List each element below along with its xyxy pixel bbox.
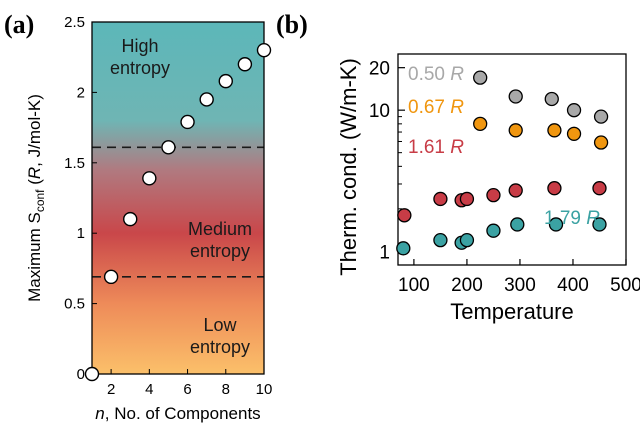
panel-label-b: (b)	[276, 10, 308, 39]
b-data-point	[396, 241, 411, 256]
b-data-point	[508, 89, 523, 104]
b-data-point	[593, 135, 609, 150]
a-data-point	[161, 140, 176, 155]
b-data-point	[592, 181, 607, 196]
series-label-3: 1.79 R	[544, 208, 600, 229]
a-data-point	[103, 269, 119, 285]
a-data-point	[84, 366, 100, 382]
region-label-1-1: entropy	[190, 241, 250, 261]
ylabel-unit: , J/mol-K)	[25, 94, 44, 167]
panel-a-ylabel: Maximum Sconf (R, J/mol-K)	[25, 94, 47, 302]
a-data-point	[123, 211, 138, 227]
b-data-point	[433, 232, 448, 248]
region-label-1-0: Medium	[188, 219, 252, 239]
b-data-point	[547, 181, 562, 196]
b-xtick-label: 100	[398, 275, 430, 296]
series-label-value: 1.79	[544, 208, 586, 229]
panel-b-xlabel: Temperature	[450, 299, 574, 324]
a-xtick-label: 6	[183, 381, 191, 398]
a-xtick-label: 4	[145, 381, 153, 398]
b-xtick-label: 500	[610, 275, 640, 296]
region-label-0-0: High	[121, 36, 158, 56]
region-label-2-0: Low	[203, 315, 237, 335]
series-label-0: 0.50 R	[408, 64, 464, 85]
series-label-value: 1.61	[408, 137, 450, 158]
a-xtick-label: 8	[222, 381, 230, 398]
b-data-point	[486, 188, 501, 203]
panel-a-frame	[91, 21, 265, 375]
b-data-point	[433, 191, 448, 207]
a-data-point	[142, 171, 157, 186]
b-xtick-label: 400	[557, 275, 589, 296]
b-data-point	[510, 217, 525, 232]
panel-b-frame	[397, 53, 627, 266]
a-ytick-label: 2	[77, 84, 85, 101]
region-label-2-1: entropy	[190, 337, 250, 357]
b-data-point	[544, 91, 559, 107]
series-label-unit: R	[450, 64, 464, 85]
region-label-0-1: entropy	[110, 58, 170, 78]
a-ytick-label: 1.5	[64, 155, 85, 172]
b-data-point	[473, 70, 488, 85]
series-label-2: 1.61 R	[408, 137, 464, 158]
b-ytick-label: 1	[379, 242, 390, 263]
series-label-value: 0.50	[408, 64, 450, 85]
b-ytick-label: 20	[369, 59, 390, 80]
a-ytick-label: 2.5	[64, 14, 85, 31]
ylabel-main: Maximum S	[25, 212, 44, 302]
series-label-unit: R	[450, 97, 464, 118]
b-data-point	[566, 103, 582, 118]
b-data-point	[547, 123, 562, 138]
series-label-unit: R	[586, 208, 600, 229]
xlabel-n: n	[95, 404, 104, 423]
ylabel-r: R	[25, 167, 44, 179]
b-ytick-label: 10	[369, 101, 390, 122]
a-xtick-label: 10	[256, 381, 273, 398]
b-data-point	[508, 183, 523, 198]
ylabel-sub: conf	[33, 189, 47, 212]
a-ytick-label: 1	[77, 225, 85, 242]
a-xtick-label: 2	[107, 381, 115, 398]
b-data-point	[592, 217, 607, 232]
panel-a-xlabel: n, No. of Components	[95, 404, 260, 423]
b-data-point	[486, 223, 501, 238]
panel-label-a: (a)	[4, 10, 34, 39]
a-data-point	[180, 114, 195, 130]
panel-a-background	[92, 22, 264, 374]
series-label-unit: R	[450, 137, 464, 158]
b-xtick-label: 200	[451, 275, 483, 296]
b-data-point	[459, 232, 475, 248]
ylabel-paren: (	[25, 179, 44, 190]
b-data-point	[593, 109, 609, 124]
b-data-point	[508, 123, 523, 138]
b-data-point	[473, 116, 488, 131]
a-ytick-label: 0	[77, 366, 85, 383]
a-data-point	[256, 42, 272, 58]
series-label-value: 0.67	[408, 97, 450, 118]
b-xtick-label: 300	[504, 275, 536, 296]
b-data-point	[566, 126, 582, 141]
b-data-point	[397, 208, 412, 223]
b-data-point	[548, 217, 564, 232]
xlabel-rest: , No. of Components	[105, 404, 261, 423]
a-data-point	[218, 73, 233, 89]
a-data-point	[199, 92, 214, 107]
panel-b-ylabel: Therm. cond. (W/m-K)	[336, 58, 361, 276]
series-label-1: 0.67 R	[408, 97, 464, 118]
b-data-point	[459, 191, 475, 207]
a-ytick-label: 0.5	[64, 296, 85, 313]
a-data-point	[237, 57, 253, 72]
